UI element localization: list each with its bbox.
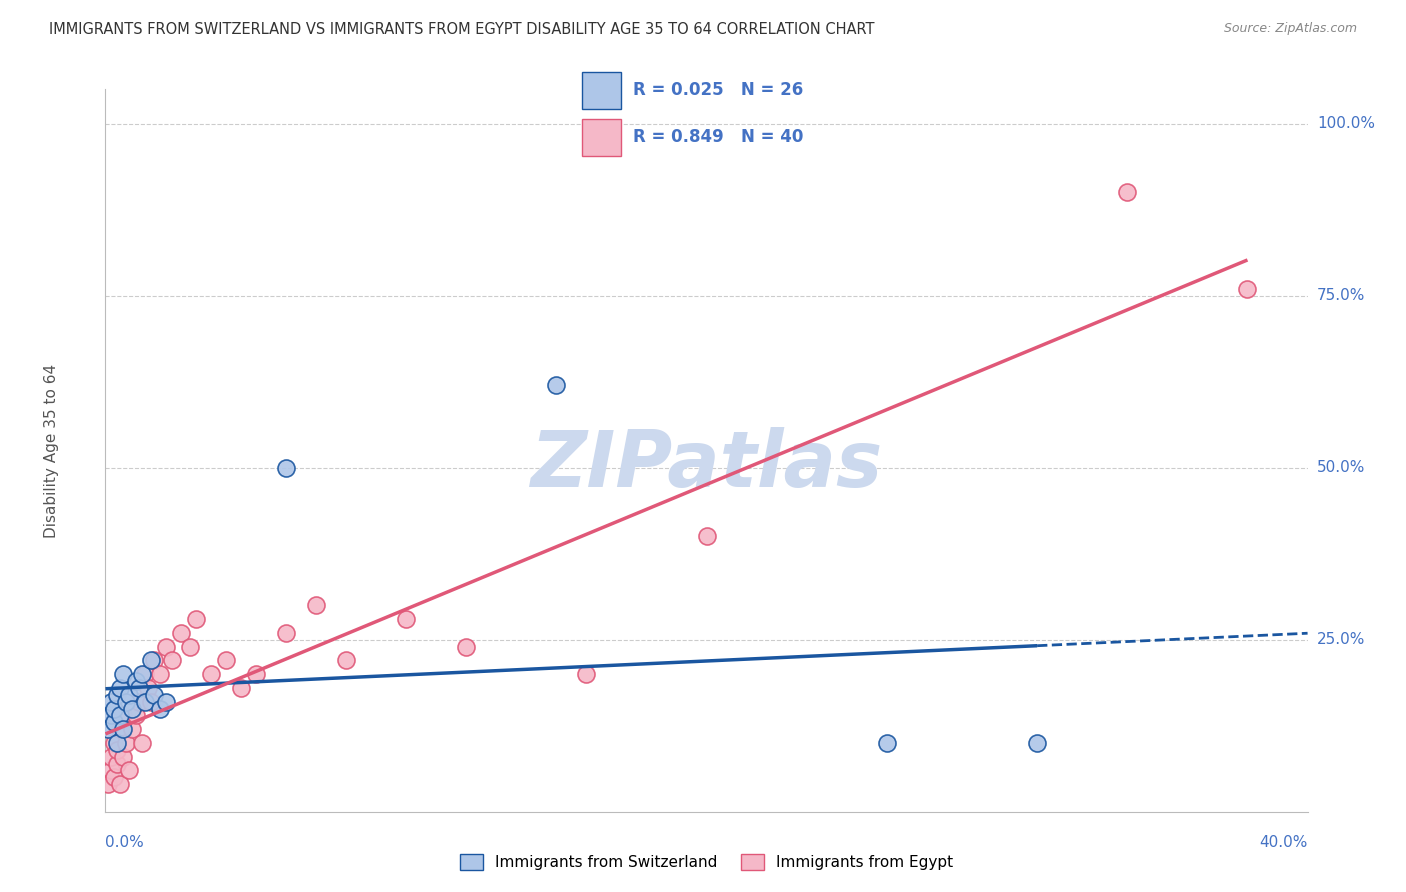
Text: IMMIGRANTS FROM SWITZERLAND VS IMMIGRANTS FROM EGYPT DISABILITY AGE 35 TO 64 COR: IMMIGRANTS FROM SWITZERLAND VS IMMIGRANT… xyxy=(49,22,875,37)
Point xyxy=(112,667,135,681)
Point xyxy=(97,777,120,791)
Point xyxy=(229,681,252,695)
Point xyxy=(546,378,568,392)
Point xyxy=(179,640,201,654)
Point xyxy=(148,667,170,681)
Text: Source: ZipAtlas.com: Source: ZipAtlas.com xyxy=(1223,22,1357,36)
Point xyxy=(696,529,718,543)
Bar xyxy=(582,119,621,156)
Bar xyxy=(582,71,621,109)
Point xyxy=(100,749,122,764)
Point xyxy=(1026,736,1049,750)
Point xyxy=(395,612,418,626)
Point xyxy=(148,701,170,715)
Point xyxy=(876,736,898,750)
Point xyxy=(115,736,138,750)
Text: Disability Age 35 to 64: Disability Age 35 to 64 xyxy=(44,363,59,538)
Point xyxy=(103,736,125,750)
Point xyxy=(131,736,153,750)
Legend: Immigrants from Switzerland, Immigrants from Egypt: Immigrants from Switzerland, Immigrants … xyxy=(454,848,959,876)
Text: 100.0%: 100.0% xyxy=(1317,116,1375,131)
Point xyxy=(1236,282,1258,296)
Point xyxy=(155,695,177,709)
Point xyxy=(103,715,125,730)
Point xyxy=(97,722,120,736)
Point xyxy=(121,701,143,715)
Point xyxy=(274,625,297,640)
Text: 40.0%: 40.0% xyxy=(1260,835,1308,850)
Point xyxy=(214,653,236,667)
Point xyxy=(142,653,165,667)
Text: R = 0.025   N = 26: R = 0.025 N = 26 xyxy=(633,80,803,99)
Point xyxy=(128,681,150,695)
Point xyxy=(121,722,143,736)
Point xyxy=(128,695,150,709)
Point xyxy=(107,688,129,702)
Point xyxy=(139,695,162,709)
Point xyxy=(103,701,125,715)
Point xyxy=(136,681,159,695)
Point xyxy=(335,653,357,667)
Point xyxy=(118,688,141,702)
Point xyxy=(134,695,156,709)
Text: 50.0%: 50.0% xyxy=(1317,460,1365,475)
Text: 25.0%: 25.0% xyxy=(1317,632,1365,648)
Point xyxy=(184,612,207,626)
Point xyxy=(575,667,598,681)
Point xyxy=(124,708,146,723)
Point xyxy=(139,653,162,667)
Point xyxy=(118,764,141,778)
Point xyxy=(110,708,132,723)
Point xyxy=(112,722,135,736)
Text: 75.0%: 75.0% xyxy=(1317,288,1365,303)
Point xyxy=(100,708,122,723)
Point xyxy=(160,653,183,667)
Point xyxy=(115,695,138,709)
Point xyxy=(245,667,267,681)
Point xyxy=(107,756,129,771)
Text: R = 0.849   N = 40: R = 0.849 N = 40 xyxy=(633,128,803,145)
Point xyxy=(134,667,156,681)
Point xyxy=(124,673,146,688)
Point xyxy=(131,667,153,681)
Point xyxy=(103,770,125,784)
Point xyxy=(200,667,222,681)
Point xyxy=(274,460,297,475)
Point xyxy=(107,736,129,750)
Point xyxy=(110,681,132,695)
Point xyxy=(169,625,191,640)
Point xyxy=(100,695,122,709)
Point xyxy=(142,688,165,702)
Point xyxy=(155,640,177,654)
Text: 0.0%: 0.0% xyxy=(105,835,145,850)
Point xyxy=(100,764,122,778)
Point xyxy=(110,722,132,736)
Point xyxy=(305,599,328,613)
Point xyxy=(107,743,129,757)
Point xyxy=(1116,186,1139,200)
Text: ZIPatlas: ZIPatlas xyxy=(530,427,883,503)
Point xyxy=(112,749,135,764)
Point xyxy=(454,640,477,654)
Point xyxy=(112,708,135,723)
Point xyxy=(110,777,132,791)
